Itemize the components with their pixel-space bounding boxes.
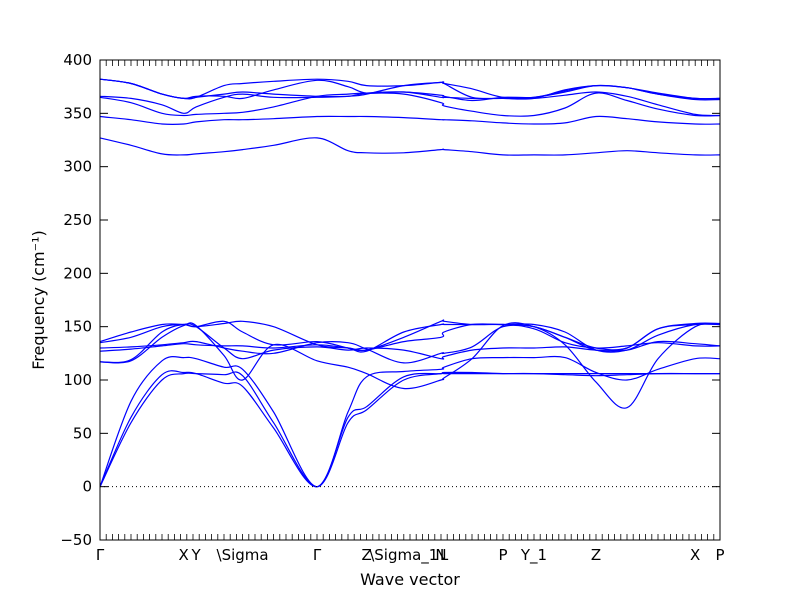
y-tick-label: 0 [82,478,92,496]
y-tick-label: 300 [63,158,92,176]
y-tick-label: 350 [63,104,92,122]
y-tick-label: 100 [63,371,92,389]
plot-lines-group [99,78,721,488]
band-line-12 [99,92,721,117]
x-tick-label: Z [591,546,601,564]
band-line-6 [99,323,721,353]
x-tick-label: X [179,546,189,564]
y-axis-ticks: −50 0 50 100 150 200 250 300 350 400 [60,51,720,549]
x-tick-label: N [435,546,446,564]
x-tick-label: X [690,546,700,564]
y-tick-label: 50 [73,424,92,442]
band-line-3 [99,355,721,488]
x-tick-label: P [498,546,507,564]
band-line-9 [99,320,721,353]
x-tick-label: \Sigma [217,546,269,564]
x-axis-label: Wave vector [360,570,460,589]
y-tick-label: −50 [60,531,92,549]
band-line-4 [99,322,721,409]
x-tick-label: L [440,546,449,564]
x-tick-label: Γ [96,546,105,564]
y-tick-label: 200 [63,264,92,282]
x-tick-label: Γ [313,546,322,564]
y-axis-label: Frequency (cm⁻¹) [29,230,48,369]
x-tick-label: Z [361,546,371,564]
y-tick-label: 250 [63,211,92,229]
band-line-11 [99,115,721,126]
band-line-10 [99,137,721,156]
x-tick-label: Y_1 [520,546,547,565]
band-line-7 [99,324,721,364]
x-tick-label: Y [191,546,202,564]
x-tick-label: \Sigma_1 [369,546,438,565]
x-tick-label: P [715,546,724,564]
plot-frame [99,59,721,541]
band-line-16 [99,78,721,100]
x-axis-ticks: Γ X Y \Sigma Γ Z\Sigma_1NL P Y_1 Z X P [96,60,725,565]
band-line-1 [99,371,720,488]
y-tick-label: 400 [63,51,92,69]
band-line-2 [99,370,720,488]
y-tick-label: 150 [63,318,92,336]
